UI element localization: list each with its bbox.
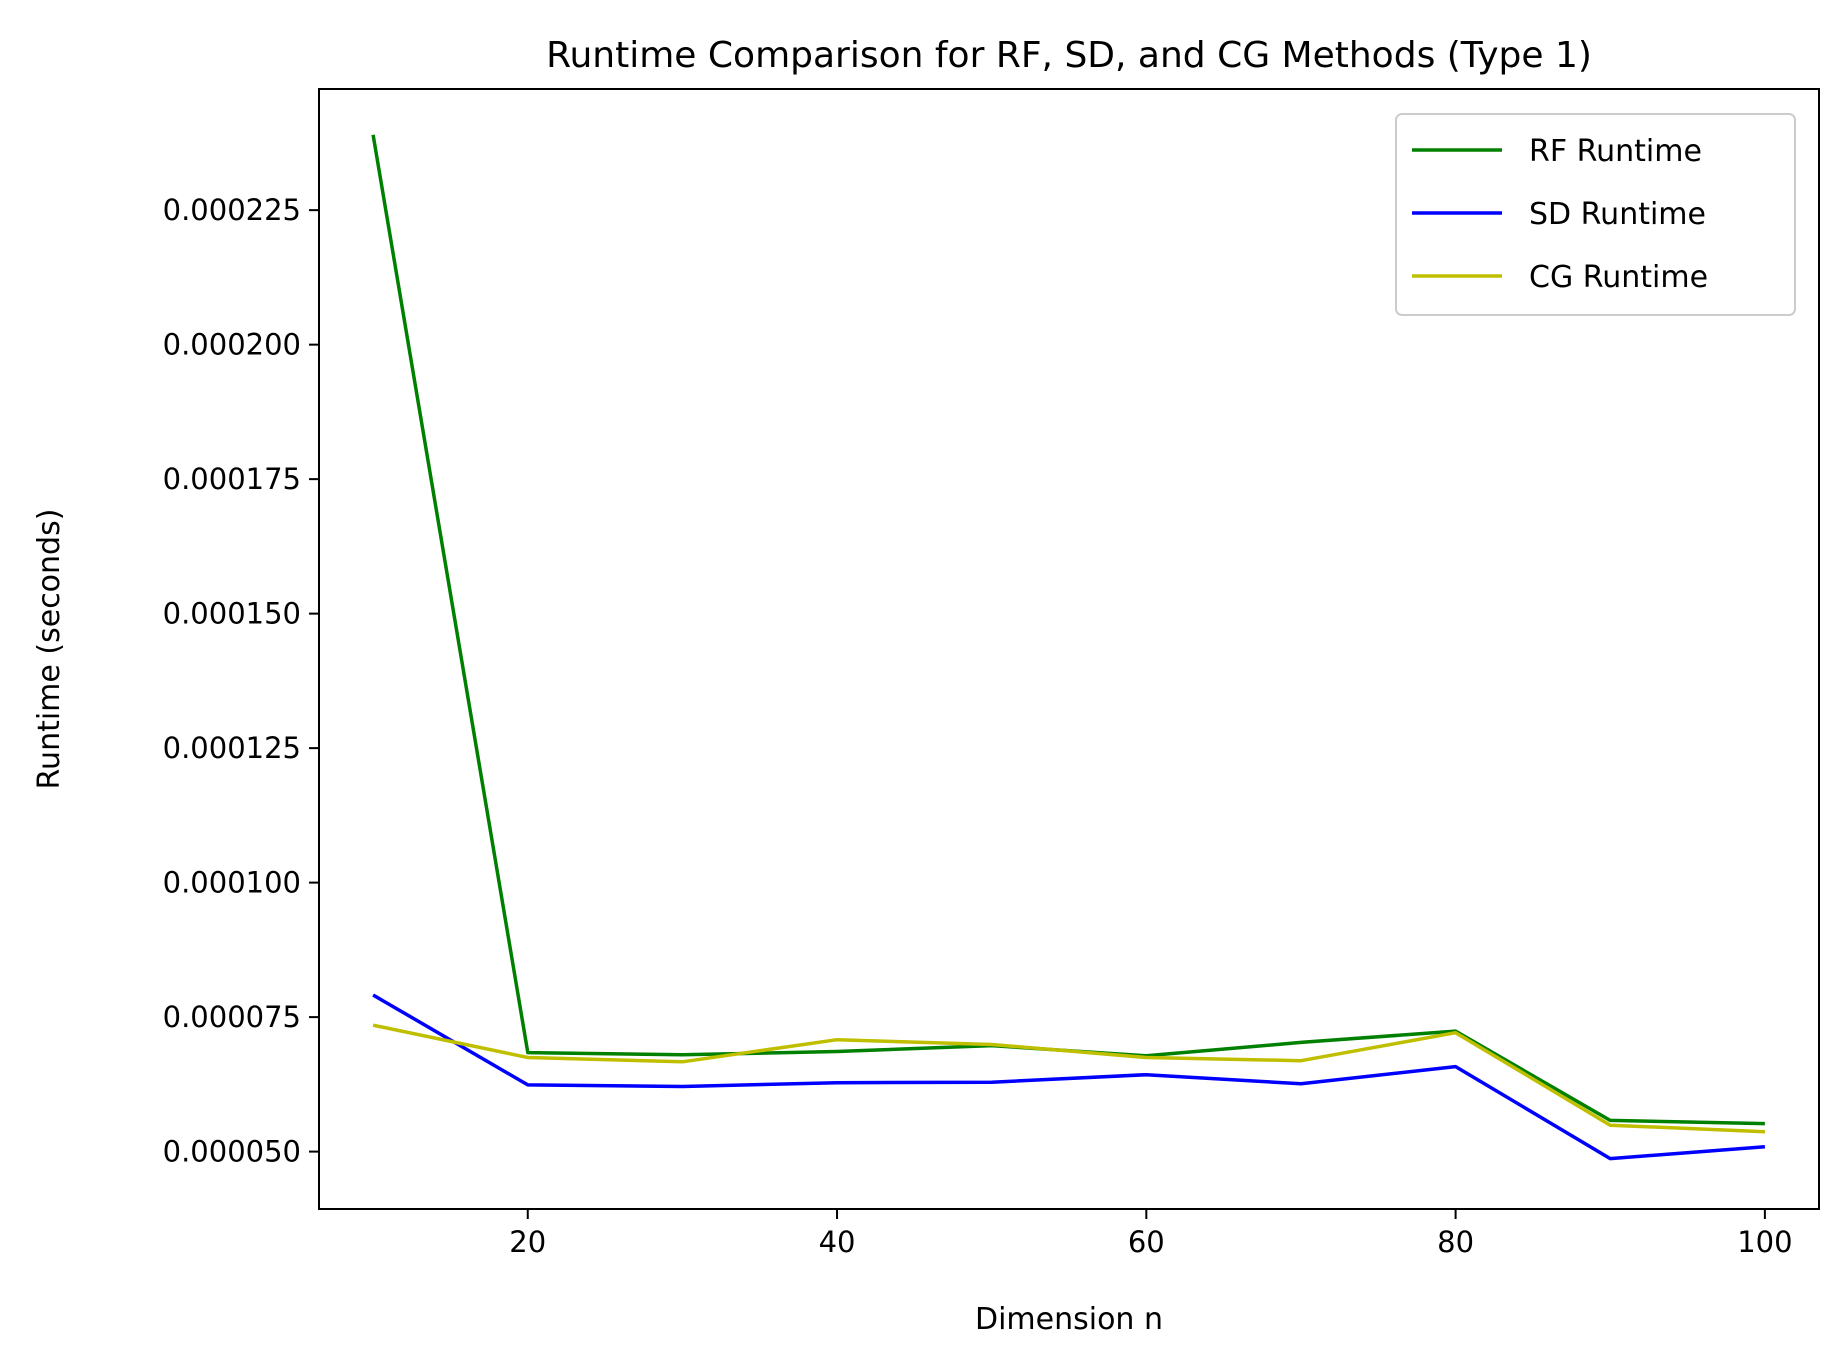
plot-frame [318,88,1820,1210]
legend-label-0: RF Runtime [1529,134,1702,169]
y-tick-label: 0.000200 [163,328,301,362]
series-line-2 [372,1023,1765,1134]
y-tick-label: 0.000100 [163,866,301,900]
x-tick-label: 100 [1737,1225,1792,1259]
legend: RF Runtime SD Runtime CG Runtime [1395,113,1796,316]
x-tick-label: 40 [819,1225,856,1259]
x-axis-label: Dimension n [975,1302,1163,1337]
y-tick-label: 0.000075 [163,1000,301,1034]
x-axis-ticks: 20 40 60 80 100 [509,1209,1793,1259]
series-line-1 [372,993,1766,1161]
x-tick-label: 60 [1128,1225,1165,1259]
y-tick-label: 0.000175 [163,462,301,496]
legend-label-1: SD Runtime [1529,197,1706,232]
legend-frame [1395,113,1796,316]
y-axis-ticks: 0.000050 0.000075 0.000100 0.000125 0.000150… [163,193,319,1169]
y-tick-label: 0.000225 [163,193,301,227]
y-tick-label: 0.000050 [163,1135,301,1169]
x-tick-label: 80 [1437,1225,1474,1259]
chart-title: Runtime Comparison for RF, SD, and CG Me… [546,35,1592,76]
y-tick-label: 0.000150 [163,597,301,631]
legend-entries: RF Runtime SD Runtime CG Runtime [1412,134,1708,295]
legend-label-2: CG Runtime [1529,260,1708,295]
x-tick-label: 20 [509,1225,546,1259]
y-tick-label: 0.000125 [163,731,301,765]
y-axis-label: Runtime (seconds) [32,509,67,790]
series-layer [371,134,1766,1161]
